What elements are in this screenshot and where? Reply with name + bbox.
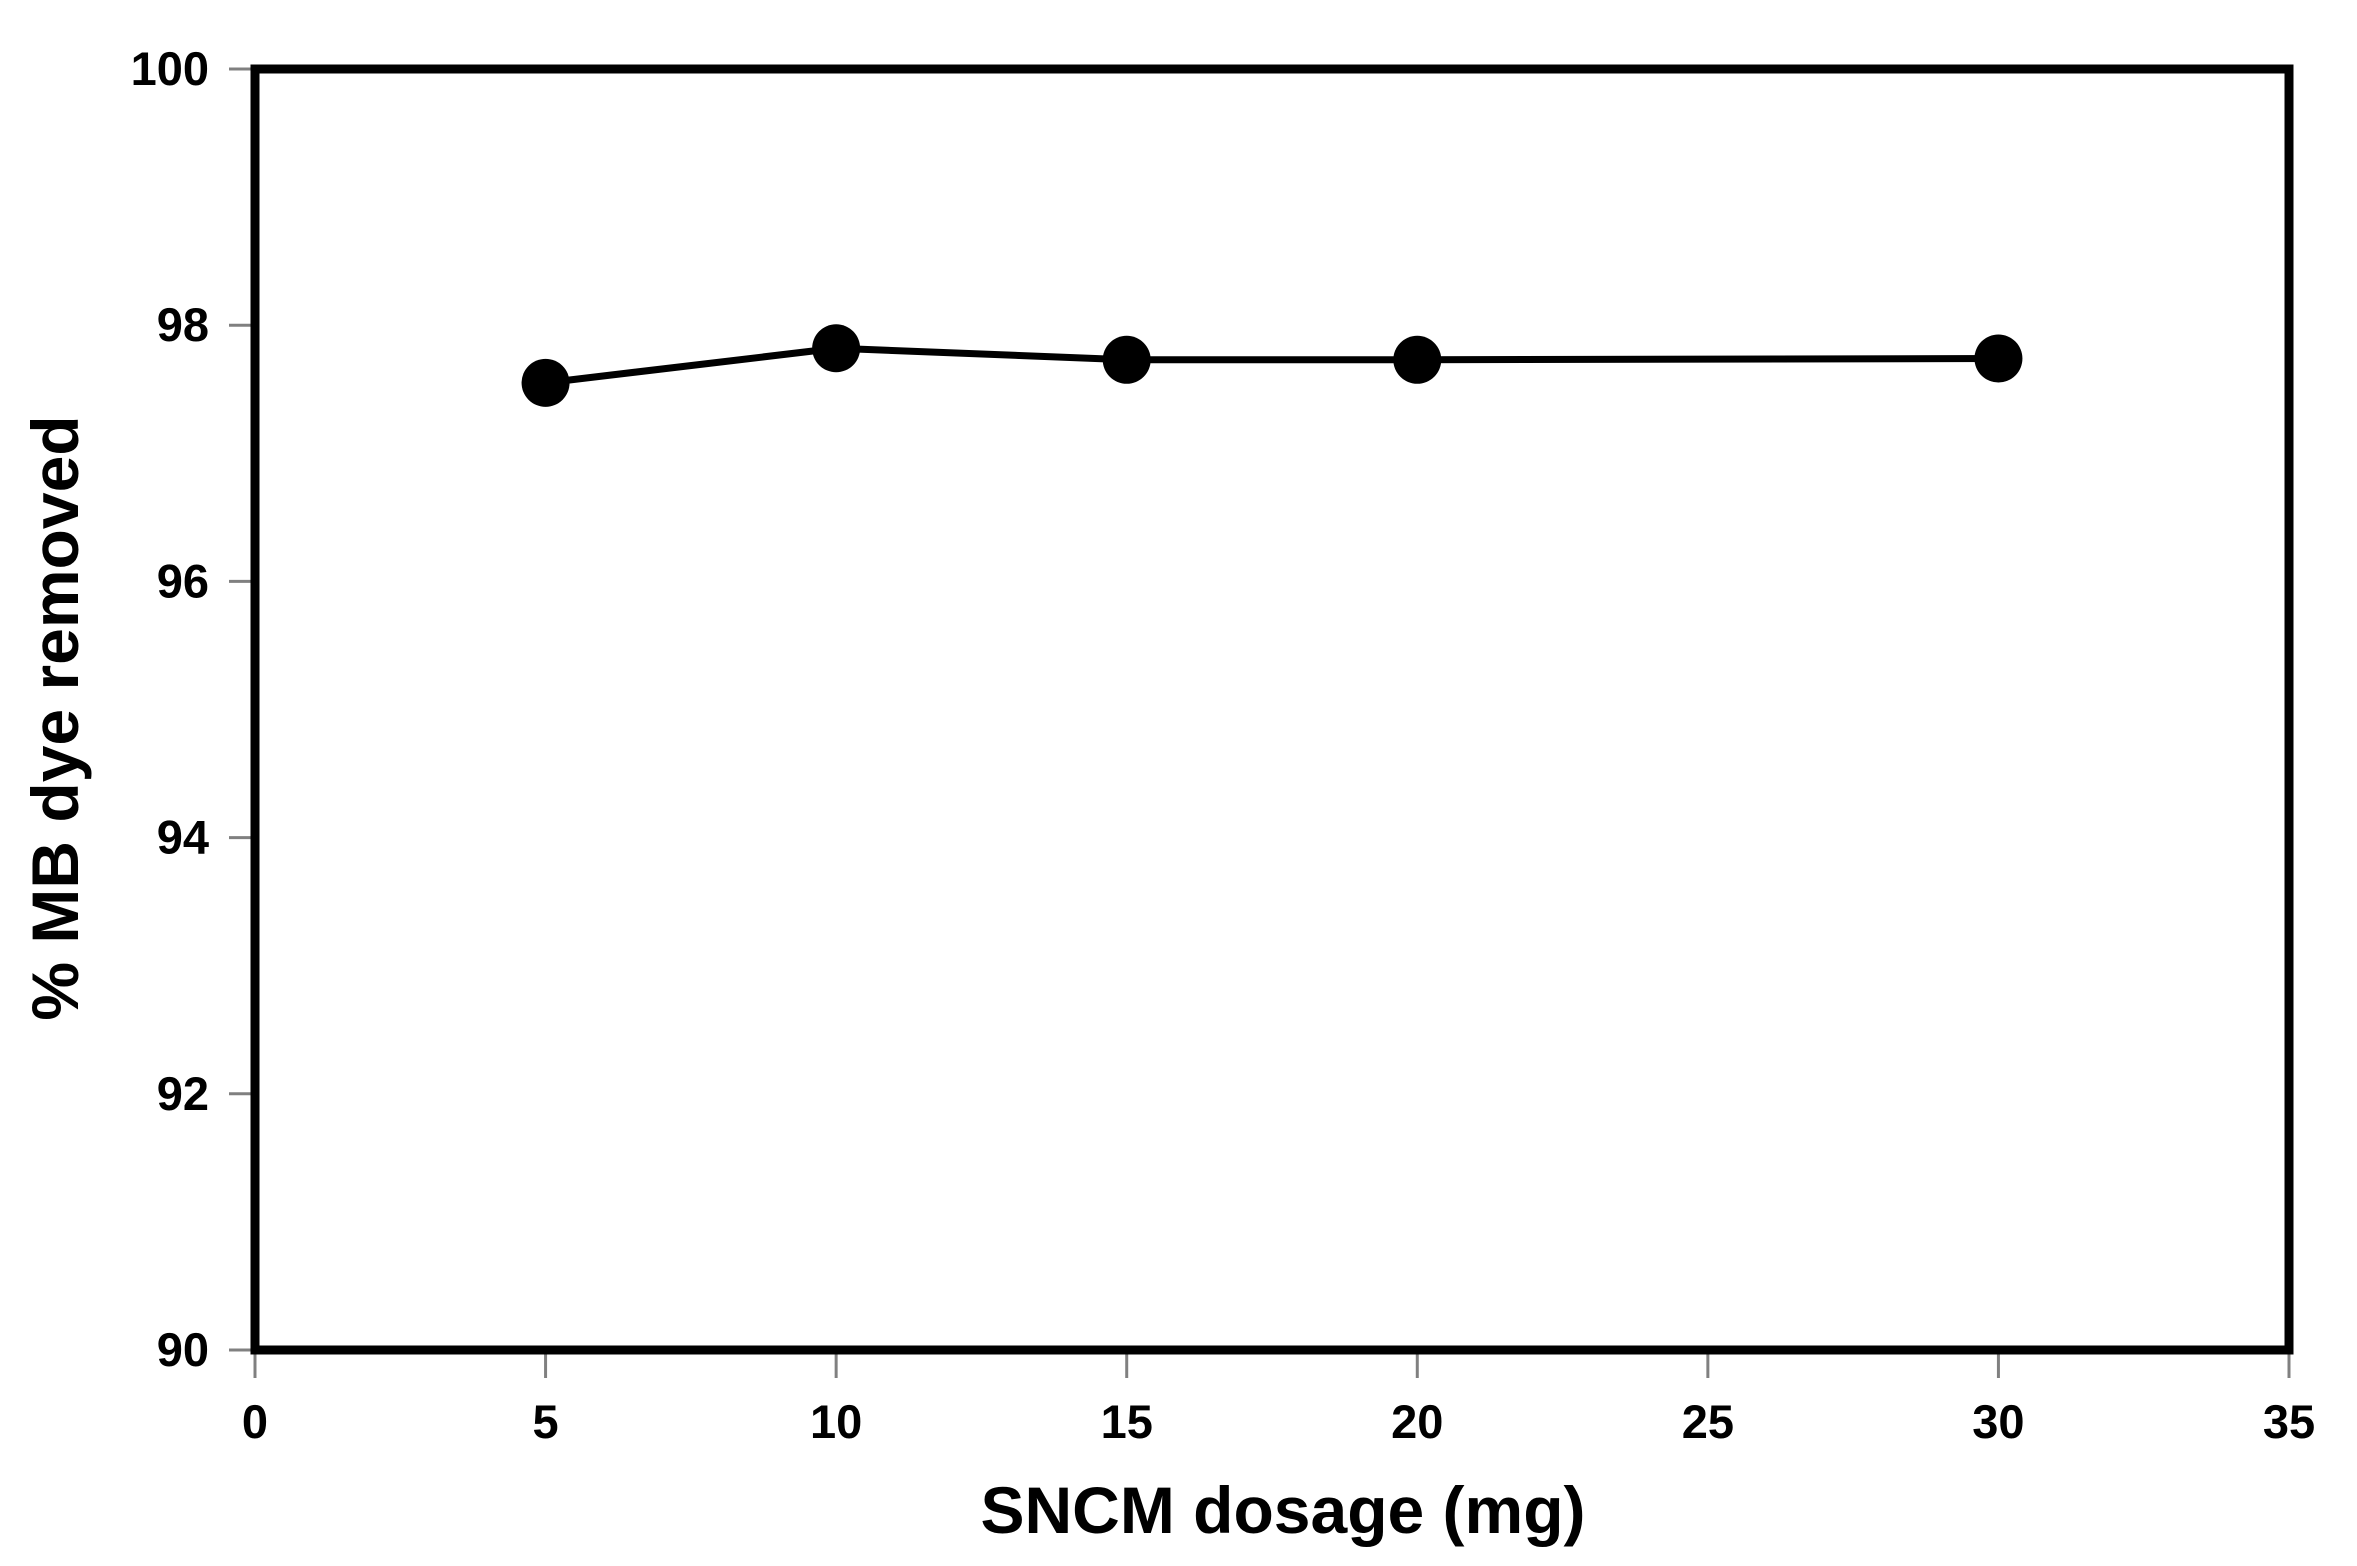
y-tick-label: 94	[157, 811, 209, 864]
y-axis-title: % MB dye removed	[18, 415, 92, 1021]
x-tick-label: 15	[1101, 1395, 1153, 1448]
x-tick-label: 5	[533, 1395, 559, 1448]
x-tick-label: 20	[1391, 1395, 1443, 1448]
y-tick-label: 90	[157, 1323, 209, 1376]
data-point	[1102, 335, 1151, 384]
data-point	[521, 358, 570, 407]
x-tick-label: 30	[1972, 1395, 2024, 1448]
x-axis-title: SNCM dosage (mg)	[980, 1473, 1586, 1547]
data-point	[1393, 335, 1442, 384]
y-tick-label: 92	[157, 1067, 209, 1120]
y-tick-label: 100	[131, 42, 209, 95]
data-point	[1974, 334, 2023, 383]
y-tick-label: 96	[157, 554, 209, 607]
data-point	[812, 324, 861, 373]
x-tick-label: 10	[810, 1395, 862, 1448]
y-tick-label: 98	[157, 298, 209, 351]
x-tick-label: 25	[1682, 1395, 1734, 1448]
plot-frame	[250, 64, 2294, 1355]
x-tick-label: 35	[2263, 1395, 2315, 1448]
series-line	[545, 344, 1999, 387]
x-tick-label: 0	[242, 1395, 268, 1448]
